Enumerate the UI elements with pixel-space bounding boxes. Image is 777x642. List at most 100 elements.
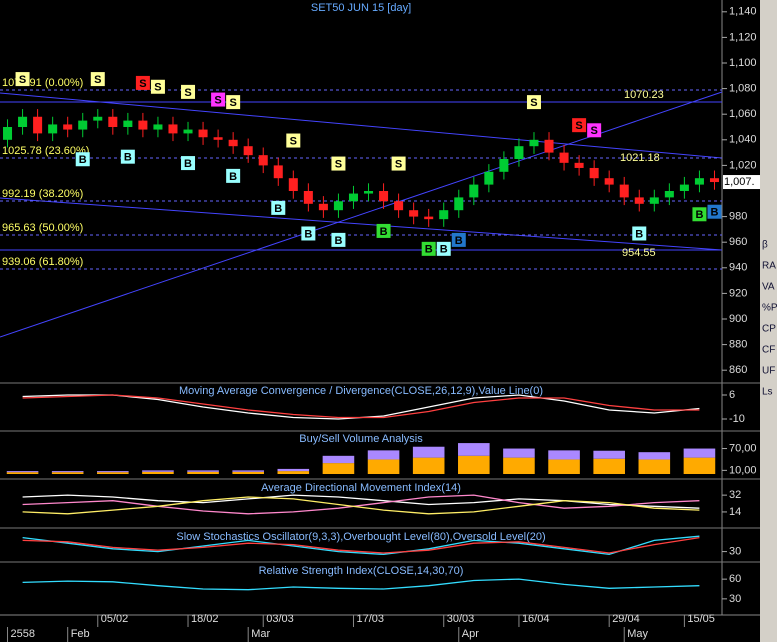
sell-signal xyxy=(286,133,301,148)
sell-signal-text: S xyxy=(214,94,221,106)
sell-signal xyxy=(526,95,541,110)
candle-body xyxy=(589,167,599,179)
sell-signal xyxy=(181,84,196,99)
candle-body xyxy=(123,120,133,127)
sell-signal xyxy=(587,123,602,138)
toolbar-item[interactable]: CP xyxy=(762,324,776,335)
sell-signal-text: S xyxy=(395,158,402,170)
y-tick-label: 920 xyxy=(729,287,747,299)
buy-signal xyxy=(271,200,286,215)
trend-lines xyxy=(0,91,723,338)
volume-bar xyxy=(593,450,625,459)
buy-signal-text: B xyxy=(274,203,282,215)
volume-bar xyxy=(548,459,580,474)
month-label: Mar xyxy=(251,628,270,640)
candle-body xyxy=(18,116,28,127)
y-tick-label: 960 xyxy=(729,236,747,248)
volume-bar xyxy=(503,448,535,458)
x-tick-label: 05/02 xyxy=(101,613,129,625)
candle-body xyxy=(409,210,419,217)
buy-signal-text: B xyxy=(380,226,388,238)
panel-title: Average Directional Movement Index(14) xyxy=(261,482,461,494)
sell-signal xyxy=(211,92,226,107)
volume-bar xyxy=(232,471,264,474)
buy-signal-text: B xyxy=(79,154,87,166)
candle-body xyxy=(709,178,719,183)
volume-bar xyxy=(187,470,219,472)
buy-signal-text: B xyxy=(304,228,312,240)
month-label: May xyxy=(627,628,648,640)
toolbar-item[interactable]: %P xyxy=(762,303,777,314)
y-tick-label: 70,00 xyxy=(729,442,757,454)
toolbar-item[interactable]: β xyxy=(762,240,768,251)
sell-signal xyxy=(135,75,150,90)
toolbar-item[interactable]: UF xyxy=(762,366,775,377)
x-tick-label: 29/04 xyxy=(612,613,640,625)
volume-bar xyxy=(548,450,580,460)
level-annotation: 1070.23 xyxy=(624,89,664,101)
candle-body xyxy=(649,197,659,204)
candle-body xyxy=(333,201,343,211)
buy-signal xyxy=(301,226,316,241)
volume-bar xyxy=(51,471,84,473)
toolbar-item[interactable]: CF xyxy=(762,345,775,356)
sell-signal-text: S xyxy=(335,158,342,170)
y-tick-label: 940 xyxy=(729,262,747,274)
indicator-line xyxy=(22,496,700,515)
volume-bar xyxy=(277,468,310,472)
indicator-line xyxy=(22,394,700,419)
level-annotation: 954.55 xyxy=(622,247,656,259)
toolbar-item[interactable]: VA xyxy=(762,282,775,293)
buy-signal-text: B xyxy=(711,207,719,219)
sell-signal xyxy=(572,118,587,133)
trend-line xyxy=(0,92,723,159)
candle-body xyxy=(559,152,569,163)
indicator-line xyxy=(22,536,700,554)
sell-signal-text: S xyxy=(184,87,191,99)
fib-label: 1078.91 (0.00%) xyxy=(2,77,83,89)
toolbar-item[interactable]: Ls xyxy=(762,387,773,398)
candle-body xyxy=(168,124,178,134)
sell-signal xyxy=(226,95,241,110)
sell-signal-text: S xyxy=(290,135,297,147)
buy-signal-text: B xyxy=(440,244,448,256)
candle-body xyxy=(379,191,389,202)
indicator-line xyxy=(22,494,700,515)
buy-signal-text: B xyxy=(455,235,463,247)
buy-signal-text: B xyxy=(229,171,237,183)
buy-signal xyxy=(692,207,707,222)
y-tick-label: 30 xyxy=(729,593,741,605)
candle-body xyxy=(3,127,13,140)
candle-body xyxy=(469,184,479,198)
y-tick-label: 880 xyxy=(729,339,747,351)
candle-body xyxy=(424,216,434,220)
candle-body xyxy=(273,165,283,179)
toolbar-item[interactable]: RA xyxy=(762,261,776,272)
volume-bar xyxy=(683,457,716,474)
volume-bar xyxy=(6,472,39,474)
buy-signal-text: B xyxy=(184,158,192,170)
volume-bar xyxy=(187,471,219,474)
buy-signal-text: B xyxy=(425,244,433,256)
month-label: Feb xyxy=(71,628,90,640)
buy-signal xyxy=(181,156,196,171)
volume-bar xyxy=(412,457,445,474)
volume-bar xyxy=(97,471,129,473)
volume-bar xyxy=(142,470,174,472)
volume-bar xyxy=(683,448,716,458)
x-tick-label: 30/03 xyxy=(447,613,475,625)
indicator-line xyxy=(22,494,700,509)
fib-label: 965.63 (50.00%) xyxy=(2,222,83,234)
candle-body xyxy=(499,159,509,172)
candle-body xyxy=(138,120,148,130)
volume-bar xyxy=(51,472,84,474)
candle-body xyxy=(258,155,268,166)
sell-signal-text: S xyxy=(575,120,582,132)
indicator-line xyxy=(22,578,700,591)
candle-body xyxy=(484,171,494,185)
x-tick-label: 17/03 xyxy=(356,613,384,625)
volume-bar xyxy=(367,450,400,460)
candle-body xyxy=(153,124,163,130)
buy-signal xyxy=(376,223,391,238)
